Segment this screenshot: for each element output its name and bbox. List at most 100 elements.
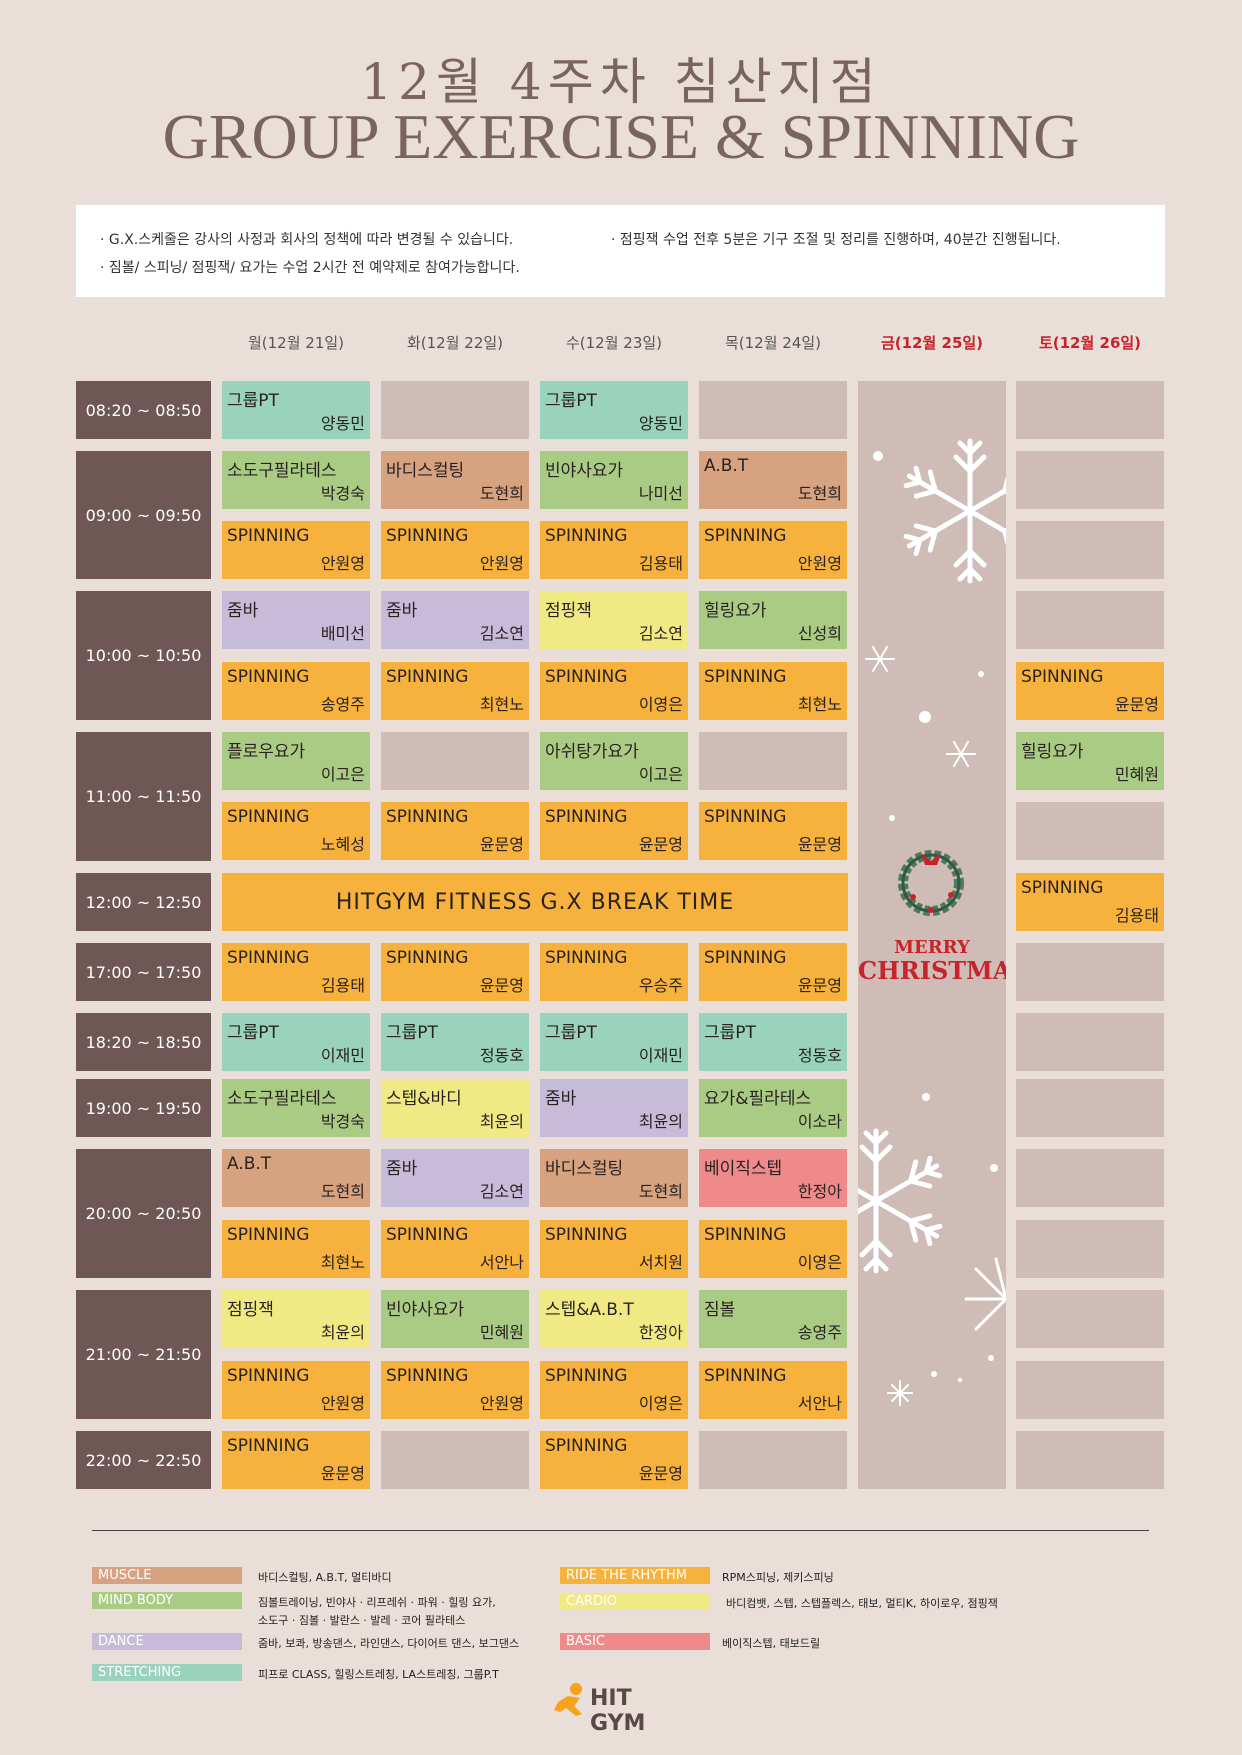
class-name: 줌바 <box>386 601 418 621</box>
class-cell: SPINNING 최현노 <box>222 1220 370 1278</box>
class-name: 소도구필라테스 <box>227 1089 337 1109</box>
class-cell: 그룹PT 이재민 <box>222 1013 370 1071</box>
instructor-name: 이고은 <box>638 765 683 784</box>
class-name: 아쉬탕가요가 <box>545 742 639 762</box>
instructor-name: 이영은 <box>638 1394 683 1413</box>
time-slot: 08:20 ~ 08:50 <box>76 381 211 439</box>
instructor-name: 이재민 <box>320 1046 365 1065</box>
class-cell: 점핑잭 김소연 <box>540 591 688 649</box>
class-name: SPINNING <box>227 526 310 546</box>
instructor-name: 노혜성 <box>320 835 365 854</box>
instructor-name: 도현희 <box>479 484 524 503</box>
class-cell: SPINNING 서안나 <box>699 1361 847 1419</box>
instructor-name: 김소연 <box>479 624 524 643</box>
legend-chip-stretching: STRETCHING <box>92 1664 242 1681</box>
time-slot: 19:00 ~ 19:50 <box>76 1079 211 1137</box>
instructor-name: 정동호 <box>479 1046 524 1065</box>
instructor-name: 이고은 <box>320 765 365 784</box>
class-cell: SPINNING 송영주 <box>222 662 370 720</box>
class-name: 점핑잭 <box>227 1300 274 1320</box>
time-slot: 10:00 ~ 10:50 <box>76 591 211 720</box>
notice-2: · 점핑잭 수업 전후 5분은 기구 조절 및 정리를 진행하며, 40분간 진… <box>611 232 1061 248</box>
class-name: SPINNING <box>227 807 310 827</box>
class-name: SPINNING <box>704 667 787 687</box>
instructor-name: 윤문영 <box>320 1464 365 1483</box>
instructor-name: 김용태 <box>1114 906 1159 925</box>
hitgym-logo: HIT GYM <box>552 1682 692 1736</box>
instructor-name: 윤문영 <box>638 1464 683 1483</box>
class-cell: SPINNING 윤문영 <box>222 1431 370 1489</box>
legend-desc-cardio: 바디컴뱃, 스텝, 스텝플렉스, 태보, 멀티K, 하이로우, 점핑잭 <box>726 1597 998 1610</box>
instructor-name: 윤문영 <box>638 835 683 854</box>
holiday-text-merry: MERRY <box>894 937 970 958</box>
day-header-mon: 월(12월 21일) <box>247 334 345 352</box>
class-cell: SPINNING 윤문영 <box>381 943 529 1001</box>
legend-desc-stretching: 피프로 CLASS, 힐링스트레칭, LA스트레칭, 그룹P.T <box>258 1668 499 1681</box>
logo-text: HIT GYM <box>590 1686 646 1736</box>
instructor-name: 안원영 <box>320 1394 365 1413</box>
class-name: SPINNING <box>704 526 787 546</box>
class-cell: A.B.T 도현희 <box>699 451 847 509</box>
empty-slot <box>1016 521 1164 579</box>
holiday-text-christmas: CHRISTMAS <box>858 956 1006 985</box>
class-cell: SPINNING 안원영 <box>222 1361 370 1419</box>
class-name: 힐링요가 <box>1021 742 1084 762</box>
legend-desc-muscle: 바디스컬팅, A.B.T, 멀티바디 <box>258 1571 392 1584</box>
class-name: SPINNING <box>704 1366 787 1386</box>
class-name: 그룹PT <box>545 391 597 411</box>
class-name: SPINNING <box>227 667 310 687</box>
day-header-sat: 토(12월 26일) <box>1038 334 1142 352</box>
legend-desc-mind-body-2: 소도구 · 짐볼 · 발란스 · 발레 · 코어 필라테스 <box>258 1614 466 1627</box>
class-name: 스텝&A.B.T <box>545 1300 634 1320</box>
instructor-name: 나미선 <box>638 484 683 503</box>
class-name: A.B.T <box>227 1154 272 1174</box>
class-cell: SPINNING 이영은 <box>540 1361 688 1419</box>
class-name: 줌바 <box>386 1159 418 1179</box>
class-name: 빈야사요가 <box>386 1300 465 1320</box>
instructor-name: 윤문영 <box>797 835 842 854</box>
class-cell: SPINNING 이영은 <box>699 1220 847 1278</box>
class-name: SPINNING <box>227 1436 310 1456</box>
class-cell: 요가&필라테스 이소라 <box>699 1079 847 1137</box>
legend-desc-ride-the-rhythm: RPM스피닝, 제키스피닝 <box>722 1571 834 1584</box>
instructor-name: 민혜원 <box>479 1323 524 1342</box>
class-cell: SPINNING 서치원 <box>540 1220 688 1278</box>
wreath-icon <box>898 850 964 916</box>
page-subtitle: GROUP EXERCISE & SPINNING <box>162 101 1080 172</box>
instructor-name: 안원영 <box>797 554 842 573</box>
empty-slot <box>699 381 847 439</box>
empty-slot <box>1016 591 1164 649</box>
instructor-name: 최윤의 <box>479 1112 524 1131</box>
class-cell: 그룹PT 정동호 <box>381 1013 529 1071</box>
class-cell: SPINNING 윤문영 <box>381 802 529 860</box>
legend-chip-mind-body: MIND BODY <box>92 1592 242 1609</box>
class-cell: SPINNING 안원영 <box>381 521 529 579</box>
day-header-thu: 목(12월 24일) <box>724 334 822 352</box>
class-name: 줌바 <box>227 601 259 621</box>
class-cell: 그룹PT 양동민 <box>222 381 370 439</box>
legend-desc-dance: 줌바, 보콰, 방송댄스, 라인댄스, 다이어트 댄스, 보그댄스 <box>258 1637 520 1650</box>
empty-slot <box>381 381 529 439</box>
day-header-tue: 화(12월 22일) <box>406 334 504 352</box>
class-cell: 소도구필라테스 박경숙 <box>222 1079 370 1137</box>
class-name: 점핑잭 <box>545 601 592 621</box>
empty-slot <box>1016 451 1164 509</box>
class-cell: SPINNING 김용태 <box>1016 873 1164 931</box>
class-name: 힐링요가 <box>704 601 767 621</box>
instructor-name: 안원영 <box>479 1394 524 1413</box>
class-name: 플로우요가 <box>227 742 306 762</box>
instructor-name: 서안나 <box>479 1253 524 1272</box>
class-cell: SPINNING 안원영 <box>222 521 370 579</box>
time-slot: 17:00 ~ 17:50 <box>76 943 211 1001</box>
time-slot: 11:00 ~ 11:50 <box>76 732 211 861</box>
instructor-name: 윤문영 <box>479 835 524 854</box>
instructor-name: 안원영 <box>479 554 524 573</box>
instructor-name: 최윤의 <box>320 1323 365 1342</box>
class-name: 그룹PT <box>386 1023 438 1043</box>
class-cell: 힐링요가 신성희 <box>699 591 847 649</box>
class-name: SPINNING <box>386 948 469 968</box>
instructor-name: 민혜원 <box>1114 765 1159 784</box>
